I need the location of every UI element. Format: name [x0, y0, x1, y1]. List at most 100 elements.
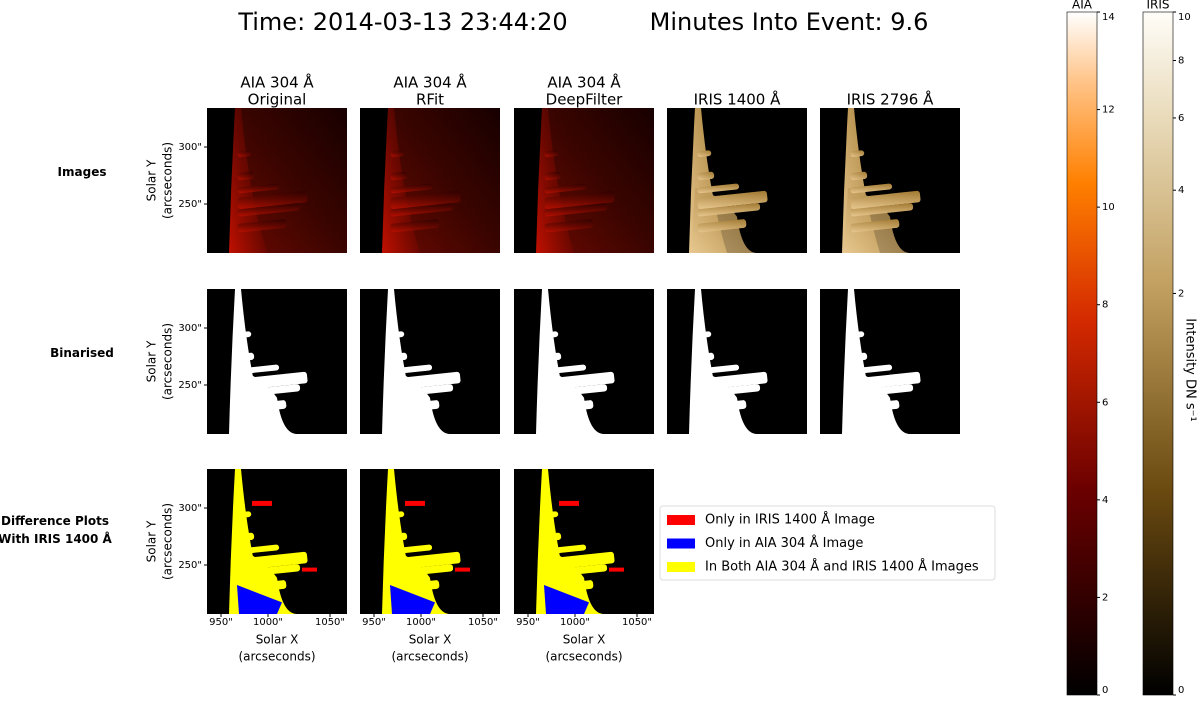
aia-only [390, 585, 435, 614]
streak [544, 171, 562, 181]
x-tick-label: 1050" [468, 617, 498, 628]
colorbar-tick-label: 6 [1102, 397, 1108, 408]
column-title: IRIS 1400 Å [694, 90, 782, 109]
streak [697, 364, 740, 375]
streak [390, 150, 405, 157]
streak [544, 544, 587, 555]
streak [697, 203, 761, 217]
x-tick-label: 1000" [560, 617, 590, 628]
streak [544, 532, 562, 542]
legend-label: In Both AIA 304 Å and IRIS 1400 Å Images [705, 559, 979, 575]
streak [697, 371, 768, 391]
y-tick-label: 250" [178, 199, 202, 210]
iris-only [609, 567, 624, 572]
colorbar-tick-label: 4 [1178, 185, 1184, 196]
streak [237, 203, 301, 217]
streak [850, 400, 900, 414]
y-axis-label: Solar Y [145, 340, 159, 382]
y-tick-label: 250" [178, 560, 202, 571]
colorbar-tick-label: 8 [1178, 55, 1184, 66]
image-panel [207, 108, 347, 253]
minutes-title: Minutes Into Event: 9.6 [650, 8, 929, 36]
streak [544, 511, 559, 518]
limb [229, 108, 267, 253]
iris-only [302, 567, 317, 572]
streak [850, 364, 893, 375]
image-panel [820, 289, 960, 434]
x-tick-label: 1050" [315, 617, 345, 628]
streak [697, 219, 747, 233]
colorbar-tick-label: 10 [1102, 202, 1115, 213]
colorbar-name: AIA [1072, 0, 1093, 12]
image-panel [514, 469, 654, 614]
streak [390, 400, 440, 414]
legend-swatch [667, 515, 695, 525]
colorbar-label: Intensity DN s⁻¹ [1183, 318, 1198, 421]
colorbar-name: IRIS [1146, 0, 1169, 12]
image-panel [514, 108, 654, 253]
streak [850, 352, 868, 362]
streak [237, 532, 255, 542]
column-subtitle: Original [248, 91, 307, 109]
streak [237, 511, 252, 518]
y-tick-label: 300" [178, 142, 202, 153]
colorbar-tick-label: 2 [1102, 592, 1108, 603]
legend-swatch [667, 562, 695, 572]
streak [850, 371, 921, 391]
streak [850, 203, 914, 217]
streak [390, 371, 461, 391]
streak [544, 183, 587, 194]
streak [697, 352, 715, 362]
column-subtitle: RFit [416, 91, 444, 109]
streak [850, 219, 900, 233]
limb [536, 108, 574, 253]
streak [850, 331, 865, 338]
legend-label: Only in AIA 304 Å Image [705, 535, 863, 551]
aia-only [544, 585, 589, 614]
limb [382, 108, 420, 253]
colorbar-tick-label: 14 [1102, 12, 1115, 23]
streak [544, 364, 587, 375]
image-panel [360, 289, 500, 434]
streak [697, 331, 712, 338]
y-axis-label: Solar Y [145, 159, 159, 201]
y-tick-label: 300" [178, 503, 202, 514]
column-title: AIA 304 Å [393, 73, 467, 92]
legend-swatch [667, 538, 695, 549]
streak [237, 190, 308, 210]
x-axis-unit: (arcseconds) [391, 650, 468, 664]
colorbar-tick-label: 2 [1178, 288, 1184, 299]
iris-only [559, 500, 579, 506]
streak [697, 400, 747, 414]
streak [390, 203, 454, 217]
column-title: AIA 304 Å [547, 73, 621, 92]
streak [544, 551, 615, 571]
y-axis-unit: (arcseconds) [161, 503, 175, 580]
x-tick-label: 950" [516, 617, 540, 628]
streak [697, 171, 715, 181]
streak [850, 171, 868, 181]
streak [237, 551, 308, 571]
x-tick-label: 950" [362, 617, 386, 628]
x-tick-label: 1050" [622, 617, 652, 628]
x-tick-label: 950" [209, 617, 233, 628]
streak [237, 564, 301, 578]
legend-box [659, 505, 996, 581]
image-panel [207, 469, 347, 614]
streak [544, 190, 615, 210]
iris-only [405, 500, 425, 506]
iris-only [252, 500, 272, 506]
streak [237, 352, 255, 362]
streak [237, 384, 301, 398]
streak [850, 384, 914, 398]
streak [697, 150, 712, 157]
streak [544, 384, 608, 398]
streak [850, 190, 921, 210]
colorbar-tick-label: 0 [1178, 685, 1184, 696]
streak [237, 400, 287, 414]
streak [697, 183, 740, 194]
x-axis-unit: (arcseconds) [238, 650, 315, 664]
colorbar-tick-label: 0 [1102, 685, 1108, 696]
streak [390, 384, 454, 398]
colorbar [1142, 11, 1174, 696]
